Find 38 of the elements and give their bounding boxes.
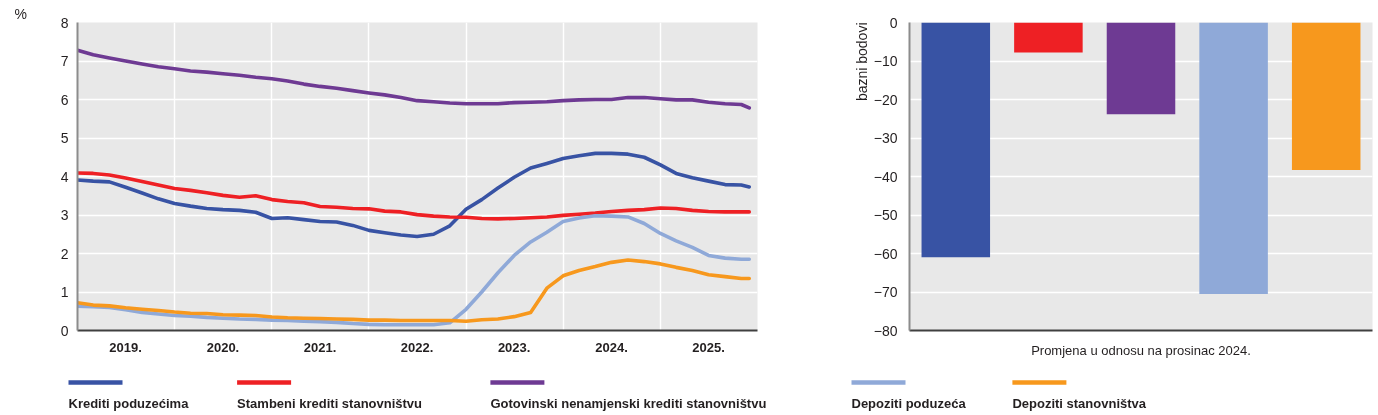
legend-label: Stambeni krediti stanovništvu xyxy=(237,396,423,411)
y-tick-label: 7 xyxy=(60,53,69,69)
x-tick-label: 2020. xyxy=(206,339,240,355)
x-tick-label: 2022. xyxy=(400,339,434,355)
y-tick-label: −40 xyxy=(873,168,898,185)
y-axis-title: % xyxy=(14,5,27,22)
x-tick-label: 2025. xyxy=(692,339,725,355)
y-tick-label: −60 xyxy=(873,245,898,262)
legend-label: Krediti poduzećima xyxy=(68,396,190,411)
x-tick-label: 2023. xyxy=(497,339,531,355)
y-tick-label: −10 xyxy=(873,53,898,69)
y-tick-label: −80 xyxy=(873,322,898,339)
legend-label: Gotovinski nenamjenski krediti stanovništvu xyxy=(490,396,767,411)
y-axis-title: bazni bodovi xyxy=(853,22,870,102)
y-tick-label: 4 xyxy=(60,168,69,185)
x-tick-label: 2019. xyxy=(109,339,142,355)
y-tick-label: 3 xyxy=(60,207,69,223)
y-tick-label: 0 xyxy=(889,14,898,31)
x-tick-label: 2024. xyxy=(595,339,628,355)
y-tick-label: −20 xyxy=(873,91,898,108)
y-tick-label: −70 xyxy=(873,284,898,300)
legend-label: Depoziti stanovništva xyxy=(1012,396,1147,411)
legend-label: Depoziti poduzeća xyxy=(851,396,967,411)
x-tick-label: 2021. xyxy=(303,339,337,355)
line-series xyxy=(77,171,752,221)
y-tick-label: 0 xyxy=(60,322,69,339)
line-series xyxy=(77,48,752,110)
line-series xyxy=(77,213,752,327)
line-series xyxy=(77,258,752,324)
x-axis-title: Promjena u odnosu na prosinac 2024. xyxy=(1031,342,1251,358)
y-tick-label: 6 xyxy=(60,91,69,108)
y-tick-label: 5 xyxy=(60,130,69,146)
y-tick-label: 1 xyxy=(60,284,69,300)
y-tick-label: −30 xyxy=(873,130,898,146)
y-tick-label: 2 xyxy=(60,245,69,262)
y-tick-label: −50 xyxy=(873,207,898,223)
y-tick-label: 8 xyxy=(60,14,69,31)
line-series xyxy=(77,151,752,239)
